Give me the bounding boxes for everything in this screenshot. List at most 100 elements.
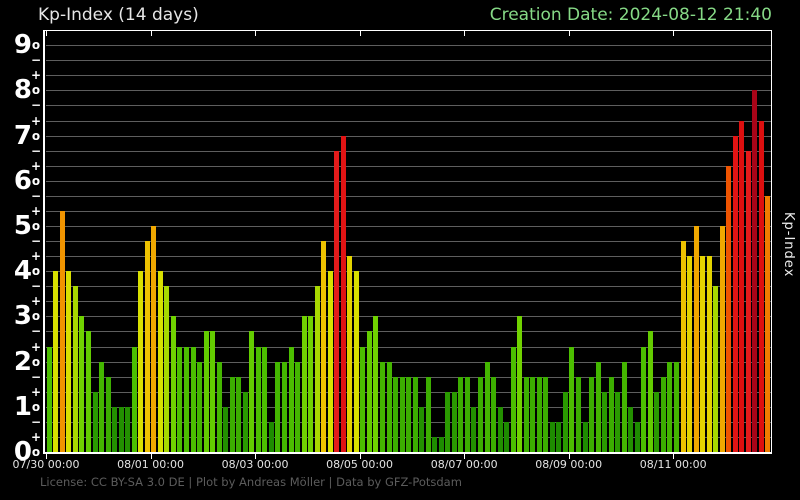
y-axis-third-label: + xyxy=(30,113,42,128)
x-axis-tick-top xyxy=(359,31,361,36)
gridline xyxy=(46,120,771,122)
kp-bar xyxy=(190,346,196,452)
y-axis-third-label: − xyxy=(30,143,42,158)
x-axis-tick-top xyxy=(568,31,570,36)
y-axis-third-label: o xyxy=(31,399,41,414)
kp-bar xyxy=(575,376,581,452)
kp-bar xyxy=(131,346,137,452)
gridline xyxy=(46,331,771,333)
plot-border-right xyxy=(771,30,772,453)
y-axis-major-label: 3 xyxy=(13,301,32,332)
x-axis-label: 08/01 00:00 xyxy=(117,458,184,471)
kp-bar xyxy=(726,165,732,452)
y-axis-third-label: + xyxy=(30,429,42,444)
kp-bar xyxy=(268,421,274,452)
x-axis-tick-top xyxy=(255,31,257,36)
kp-bar xyxy=(183,346,189,452)
kp-bar xyxy=(517,316,523,452)
kp-bar xyxy=(647,331,653,452)
x-axis-label: 08/07 00:00 xyxy=(430,458,498,471)
x-axis-label: 08/11 00:00 xyxy=(639,458,707,471)
kp-bar xyxy=(353,271,359,452)
y-axis-third-label: o xyxy=(31,354,41,369)
kp-bar xyxy=(589,376,595,452)
kp-bar xyxy=(602,391,608,452)
kp-bar xyxy=(608,376,614,452)
kp-bar xyxy=(687,256,693,452)
x-axis-line xyxy=(43,452,772,454)
kp-bar xyxy=(582,421,588,452)
y-axis-third-label: − xyxy=(30,53,42,68)
gridline xyxy=(46,165,771,167)
page-title: Kp-Index (14 days) xyxy=(38,5,199,25)
gridline xyxy=(46,271,771,273)
x-axis-tick-top xyxy=(464,31,466,36)
gridline xyxy=(46,195,771,197)
gridline xyxy=(46,361,771,363)
kp-bar xyxy=(53,271,59,452)
y-axis-major-label: 5 xyxy=(13,211,32,241)
kp-bar xyxy=(373,316,379,452)
gridline xyxy=(46,301,771,303)
y-axis-third-label: + xyxy=(30,249,42,264)
kp-bar xyxy=(105,376,111,452)
kp-bar xyxy=(641,346,647,452)
kp-bar xyxy=(144,240,150,452)
kp-bar xyxy=(340,135,346,452)
kp-bar xyxy=(673,361,679,452)
kp-bar xyxy=(451,391,457,452)
kp-bar xyxy=(412,376,418,452)
gridline xyxy=(46,256,771,258)
y-axis-third-label: o xyxy=(31,264,41,279)
kp-bar xyxy=(118,406,124,452)
y-axis-third-label: o xyxy=(31,445,41,459)
kp-bar xyxy=(301,316,307,452)
x-axis-label: 07/30 00:00 xyxy=(12,458,80,471)
kp-bar xyxy=(680,240,686,452)
y-axis-title: Kp-Index xyxy=(781,212,796,278)
kp-bar xyxy=(151,226,157,452)
kp-bar xyxy=(739,120,745,452)
kp-bar xyxy=(667,361,673,452)
y-axis-third-label: + xyxy=(30,68,42,83)
y-axis-third-label: + xyxy=(30,158,42,173)
y-axis-major-label: 7 xyxy=(13,120,32,151)
gridline xyxy=(46,210,771,212)
kp-bar xyxy=(295,361,301,452)
kp-bar xyxy=(170,316,176,452)
kp-bar xyxy=(99,361,105,452)
y-axis-third-label: − xyxy=(30,234,42,249)
kp-bar xyxy=(758,120,764,452)
kp-bar xyxy=(275,361,281,452)
kp-bar xyxy=(432,437,438,452)
x-axis-tick xyxy=(150,454,152,459)
kp-bar xyxy=(386,361,392,452)
kp-bar xyxy=(419,406,425,452)
kp-bar xyxy=(112,406,118,452)
kp-bar xyxy=(249,331,255,452)
kp-bar xyxy=(752,90,758,452)
y-axis-third-label: − xyxy=(30,98,42,113)
kp-bar xyxy=(210,331,216,452)
kp-bar xyxy=(406,376,412,452)
kp-bar xyxy=(425,376,431,452)
kp-bar xyxy=(628,406,634,452)
kp-bar xyxy=(621,361,627,452)
x-axis-tick xyxy=(464,454,466,459)
x-axis-tick xyxy=(255,454,257,459)
x-axis-tick-top xyxy=(673,31,675,36)
kp-bar xyxy=(288,346,294,452)
gridline xyxy=(46,150,771,152)
y-axis-major-label: 9 xyxy=(13,30,32,61)
kp-bar xyxy=(458,376,464,452)
kp-bar xyxy=(504,421,510,452)
x-axis-label: 08/03 00:00 xyxy=(221,458,289,471)
kp-bar xyxy=(262,346,268,452)
kp-bar xyxy=(229,376,235,452)
kp-bar xyxy=(615,391,621,452)
kp-bar xyxy=(327,271,333,452)
kp-bar xyxy=(308,316,314,452)
kp-bar xyxy=(700,256,706,452)
x-axis-tick-top xyxy=(150,31,152,36)
